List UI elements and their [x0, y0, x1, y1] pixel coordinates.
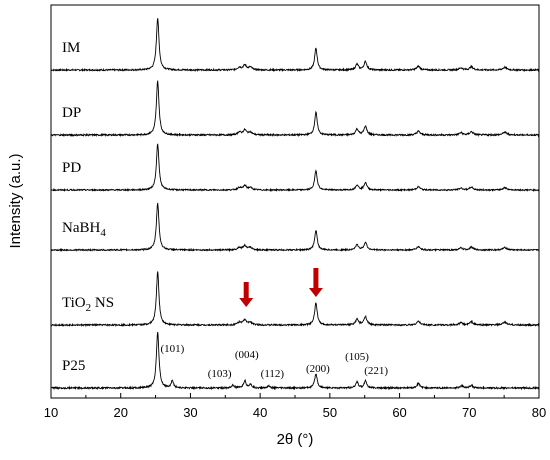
- series-label-nabh4: NaBH4: [62, 220, 106, 239]
- x-axis-ticks: 10 20 30 40 50 60 70 80: [44, 393, 546, 420]
- peak-label: (200): [306, 363, 330, 375]
- trace-nabh4: [51, 202, 539, 253]
- plot-frame: [50, 4, 540, 399]
- x-tick-label: 60: [392, 405, 406, 420]
- trace-im: [51, 18, 540, 73]
- x-tick-label: 80: [532, 405, 546, 420]
- peak-annotations: (101) (103)(004)(112) (200) (105) (221): [160, 343, 388, 380]
- series-label-dp: DP: [62, 105, 81, 121]
- peak-label: (101): [160, 343, 184, 355]
- x-tick-label: 30: [183, 405, 197, 420]
- xrd-traces: [50, 18, 540, 391]
- peak-arrow: [308, 268, 323, 297]
- series-label-tio2-ns: TiO2 NS: [62, 295, 114, 314]
- series-label-pd: PD: [62, 160, 81, 176]
- trace-pd: [50, 143, 540, 193]
- x-tick-label: 20: [113, 405, 127, 420]
- x-tick-label: 10: [44, 405, 58, 420]
- peak-arrows: [239, 268, 323, 307]
- trace-tio2-ns: [50, 271, 540, 328]
- series-labels: IM DP PD NaBH4 TiO2 NS P25: [62, 40, 114, 374]
- peak-label: (004): [235, 349, 259, 361]
- trace-p25: [51, 332, 539, 391]
- peak-label: (103): [208, 368, 232, 380]
- x-tick-label: 70: [462, 405, 476, 420]
- series-label-im: IM: [62, 40, 80, 56]
- y-axis-title: Intensity (a.u.): [7, 153, 24, 248]
- trace-dp: [50, 80, 540, 138]
- peak-label: (105): [345, 351, 369, 363]
- x-tick-label: 40: [253, 405, 267, 420]
- series-label-p25: P25: [62, 358, 85, 374]
- x-axis-title: 2θ (°): [277, 431, 314, 448]
- peak-label: (221): [364, 365, 388, 377]
- peak-arrow: [239, 282, 254, 307]
- x-tick-label: 50: [323, 405, 337, 420]
- peak-label: (112): [261, 368, 285, 380]
